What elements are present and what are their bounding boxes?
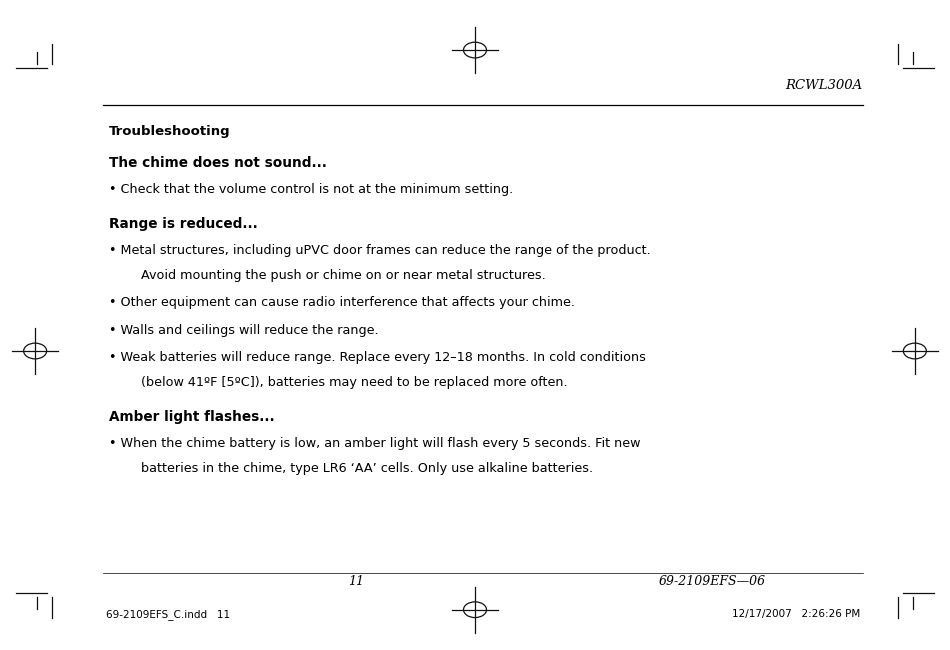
Text: • Weak batteries will reduce range. Replace every 12–18 months. In cold conditio: • Weak batteries will reduce range. Repl… bbox=[109, 351, 646, 364]
Text: 69-2109EFS_C.indd   11: 69-2109EFS_C.indd 11 bbox=[106, 609, 231, 619]
Text: 12/17/2007   2:26:26 PM: 12/17/2007 2:26:26 PM bbox=[732, 609, 860, 619]
Text: The chime does not sound...: The chime does not sound... bbox=[109, 156, 327, 170]
Text: • When the chime battery is low, an amber light will flash every 5 seconds. Fit : • When the chime battery is low, an ambe… bbox=[109, 437, 640, 450]
Text: RCWL300A: RCWL300A bbox=[786, 79, 863, 92]
Text: • Metal structures, including uPVC door frames can reduce the range of the produ: • Metal structures, including uPVC door … bbox=[109, 244, 651, 257]
Text: • Check that the volume control is not at the minimum setting.: • Check that the volume control is not a… bbox=[109, 183, 514, 196]
Text: batteries in the chime, type LR6 ‘AA’ cells. Only use alkaline batteries.: batteries in the chime, type LR6 ‘AA’ ce… bbox=[141, 462, 593, 474]
Text: • Other equipment can cause radio interference that affects your chime.: • Other equipment can cause radio interf… bbox=[109, 296, 576, 309]
Text: 11: 11 bbox=[349, 575, 364, 588]
Text: Range is reduced...: Range is reduced... bbox=[109, 217, 258, 231]
Text: Avoid mounting the push or chime on or near metal structures.: Avoid mounting the push or chime on or n… bbox=[141, 269, 545, 282]
Text: Troubleshooting: Troubleshooting bbox=[109, 125, 231, 138]
Text: • Walls and ceilings will reduce the range.: • Walls and ceilings will reduce the ran… bbox=[109, 324, 379, 337]
Text: Amber light flashes...: Amber light flashes... bbox=[109, 410, 275, 424]
Text: (below 41ºF [5ºC]), batteries may need to be replaced more often.: (below 41ºF [5ºC]), batteries may need t… bbox=[141, 376, 567, 389]
Text: 69-2109EFS—06: 69-2109EFS—06 bbox=[659, 575, 766, 588]
